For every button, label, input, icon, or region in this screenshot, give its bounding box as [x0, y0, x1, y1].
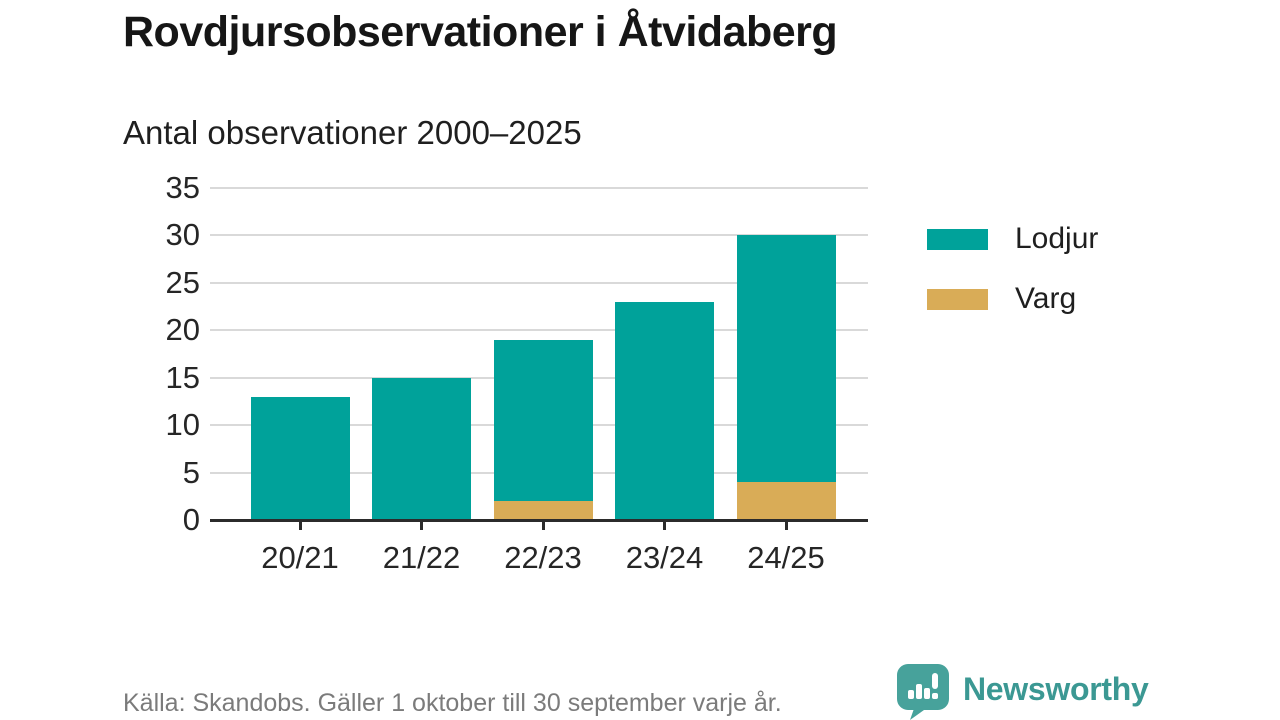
x-tick-label: 21/22: [382, 540, 461, 575]
y-tick-label: 25: [165, 264, 200, 300]
bar-20-21: [250, 396, 350, 520]
gridline: [210, 234, 868, 237]
bar-segment-lodjur: [736, 235, 836, 483]
bar-segment-varg: [493, 501, 593, 520]
bar-segment-varg: [736, 482, 836, 520]
gridline: [210, 187, 868, 189]
bar-23-24: [615, 301, 714, 520]
legend-label-varg: Varg: [1015, 282, 1077, 315]
chart-subtitle: Antal observationer 2000–2025: [123, 114, 582, 151]
y-tick-label: 5: [182, 454, 200, 490]
y-tick-label: 0: [182, 502, 200, 537]
x-tick-label: 23/24: [625, 540, 704, 575]
y-tick-label: 35: [165, 170, 200, 205]
y-tick-label: 30: [165, 217, 200, 253]
gridline: [210, 281, 868, 284]
bar-segment-lodjur: [372, 377, 471, 520]
brand-name: Newsworthy: [963, 671, 1149, 707]
legend-item-lodjur: Lodjur: [927, 222, 1098, 256]
x-tick: [541, 520, 545, 530]
y-tick-label: 10: [165, 407, 200, 443]
legend-item-varg: Varg: [927, 282, 1098, 316]
bar-segment-lodjur: [615, 301, 714, 520]
legend-label-lodjur: Lodjur: [1015, 222, 1099, 255]
bar-segment-lodjur: [250, 396, 350, 520]
legend: Lodjur Varg: [927, 222, 1098, 342]
bar-21-22: [372, 377, 471, 520]
gridline: [210, 329, 868, 332]
bar-22-23: [493, 339, 593, 520]
x-tick-label: 22/23: [504, 540, 582, 575]
x-tick-label: 20/21: [261, 540, 339, 575]
newsworthy-bubble-icon: [897, 664, 949, 720]
plot-area: [210, 187, 868, 530]
x-axis-line: [210, 519, 868, 522]
x-tick: [298, 520, 302, 530]
bar-segment-lodjur: [493, 339, 593, 502]
x-tick: [420, 520, 423, 530]
y-tick-label: 15: [165, 359, 200, 395]
brand-logo: Newsworthy: [897, 664, 1267, 720]
bar-24-25: [736, 235, 836, 520]
source-note: Källa: Skandobs. Gäller 1 oktober till 3…: [123, 689, 782, 717]
page-title: Rovdjursobservationer i Åtvidaberg: [123, 8, 838, 56]
legend-swatch-lodjur: [927, 228, 988, 250]
x-tick-label: 24/25: [747, 540, 825, 575]
x-tick: [663, 520, 666, 530]
legend-swatch-varg: [927, 288, 988, 310]
y-tick-label: 20: [165, 312, 200, 348]
x-tick: [784, 520, 788, 530]
